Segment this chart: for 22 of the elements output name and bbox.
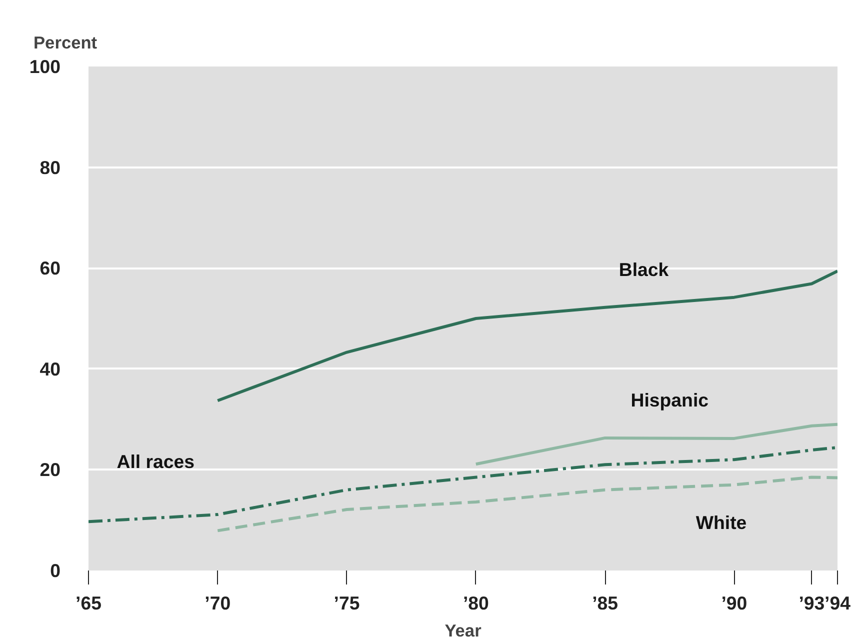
y-tick-label: 20 [40, 459, 61, 480]
x-tick-label: ’94 [824, 592, 852, 614]
x-tick-label: ’85 [592, 592, 618, 614]
x-axis-title: Year [444, 620, 482, 640]
y-axis-title: Percent [34, 32, 98, 52]
line-series [216, 476, 838, 532]
y-tick-label: 0 [50, 560, 61, 581]
y-tick-label: 100 [29, 56, 61, 77]
y-tick-label: 80 [40, 156, 61, 178]
x-tick-label: ’93 [798, 592, 825, 614]
x-tick-label: ’80 [462, 592, 489, 614]
x-tick-label: ’75 [334, 592, 360, 614]
y-tick-label: 40 [40, 358, 61, 380]
text: All races [116, 451, 195, 472]
x-tick-label: ’90 [721, 592, 748, 614]
x-tick-label: ’65 [76, 592, 102, 614]
x-tick-label: ’70 [204, 592, 231, 614]
line-series [474, 422, 838, 466]
series-label: Hispanic [630, 390, 709, 411]
series-label: Black [618, 259, 670, 280]
y-tick-label: 60 [40, 258, 61, 279]
series-label: White [696, 512, 747, 534]
